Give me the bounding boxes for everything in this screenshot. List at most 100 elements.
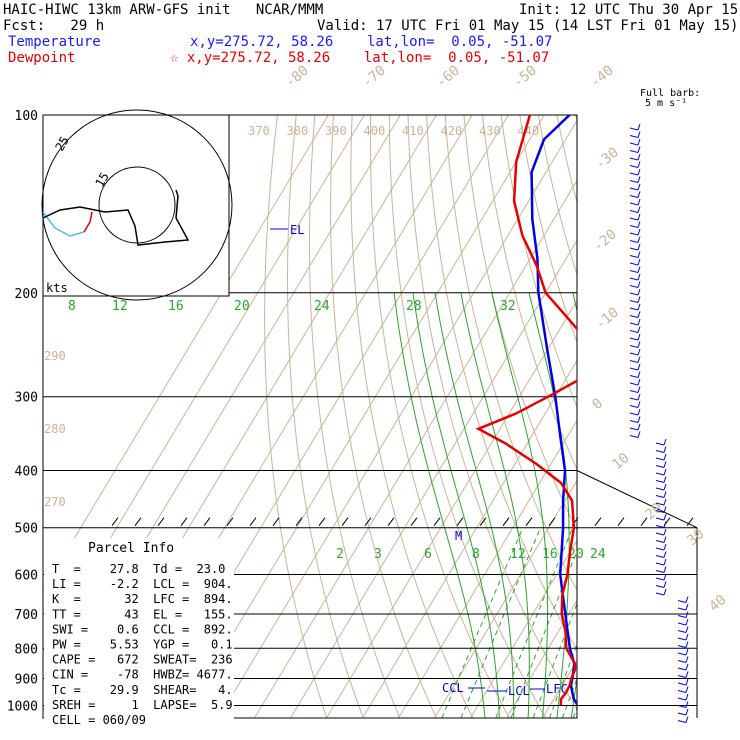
wind-barb (685, 708, 689, 716)
wind-barb (677, 652, 687, 656)
dry-adiabat-line (309, 115, 401, 719)
mixing-ratio-label: 2 (336, 547, 344, 562)
wind-barb (663, 521, 667, 528)
wind-barb (637, 236, 641, 243)
theta-label: 440 (518, 124, 540, 138)
parcel-info-row: CIN = -78 HWBZ= 4677. (52, 668, 233, 682)
wind-barb (677, 712, 687, 716)
moist-adiabat-line (570, 292, 577, 719)
wind-barb (629, 135, 639, 138)
wind-barb (677, 607, 687, 611)
dry-adiabat-line (286, 115, 364, 719)
theta-label: 380 (287, 124, 309, 138)
lfc-label: LFC (546, 682, 568, 696)
wind-barb (685, 626, 689, 633)
wind-barb (637, 378, 641, 386)
isotherm-label: -10 (592, 305, 622, 334)
dry-adiabat-line (407, 115, 577, 711)
wind-barb (677, 705, 687, 708)
mixing-ratio-label: 16 (542, 547, 558, 562)
tick-mark (686, 517, 694, 527)
wind-barb (677, 675, 687, 678)
wind-barb (677, 645, 687, 648)
wind-barb (637, 251, 641, 258)
wind-barb (637, 311, 641, 318)
dry-adiabat-line (688, 115, 740, 718)
wind-barb (629, 255, 639, 258)
isotherm-line (290, 239, 577, 719)
hodograph-units: kts (46, 281, 68, 295)
barb-title: Full barb: (640, 88, 700, 99)
mixing-ratio-line (572, 705, 577, 719)
legend-dewpoint-label: Dewpoint (8, 50, 76, 66)
pressure-label: 600 (15, 568, 38, 583)
wind-barb (655, 502, 665, 506)
wind-barb (663, 558, 667, 566)
wind-barb (629, 382, 639, 386)
wind-barb (685, 633, 689, 641)
tick-mark (318, 517, 326, 527)
wind-barb (637, 258, 641, 266)
wind-barb (677, 682, 687, 686)
hodograph-ring-label: 25 (52, 134, 71, 154)
pressure-label: 200 (15, 287, 38, 302)
dry-adiabat-line (444, 115, 577, 592)
wind-barb (629, 352, 639, 356)
wind-barb (685, 701, 689, 708)
wind-barb (677, 690, 687, 693)
pressure-label: 1000 (7, 699, 38, 714)
wind-barb (637, 138, 641, 146)
dry-adiabat-line (650, 115, 740, 718)
parcel-info-row: PW = 5.53 YGP = 0.1 (52, 638, 233, 652)
wind-barb (629, 180, 639, 183)
parcel-info-box (44, 538, 234, 722)
wind-barb (685, 641, 689, 648)
dry-adiabat-line (575, 115, 577, 124)
wind-barb (663, 468, 667, 476)
tick-mark (364, 517, 372, 527)
wind-barb (629, 292, 639, 296)
wind-barb (637, 176, 641, 183)
pressure-label: 800 (15, 642, 38, 657)
isotherm-line (398, 419, 577, 719)
wind-barb (629, 277, 639, 281)
wind-barb (677, 720, 687, 723)
wind-barb (663, 566, 667, 573)
hodograph-ring (41, 109, 233, 301)
moist-adiabat-line (586, 293, 626, 718)
isotherm-line (614, 115, 740, 718)
tick-mark (479, 517, 487, 527)
wind-barb (655, 592, 665, 596)
wind-barb (637, 131, 641, 138)
wind-barb (629, 262, 639, 266)
hodograph-ring-label: 15 (92, 170, 111, 190)
wind-barb (663, 536, 667, 543)
parcel-info-row: Tc = 29.9 SHEAR= 4. (52, 683, 233, 697)
mixing-ratio-label: 6 (424, 547, 432, 562)
mixing-ratio-label: 24 (314, 299, 330, 314)
wind-barb (629, 390, 639, 393)
tick-mark (617, 517, 625, 527)
hodograph-trace-low (42, 211, 85, 237)
parcel-info-row: TT = 43 EL = 155. (52, 607, 233, 621)
dry-adiabat-line (556, 115, 577, 204)
wind-barb (637, 198, 641, 206)
wind-barb (637, 273, 641, 281)
dry-adiabat-line (264, 115, 328, 719)
wind-barb (629, 172, 639, 176)
wind-barb (655, 525, 665, 528)
isotherm-line (182, 115, 545, 719)
isotherm-label: -80 (282, 63, 312, 92)
wind-barb (655, 517, 665, 521)
header-valid: Valid: 17 UTC Fri 01 May 15 (14 LST Fri … (317, 18, 739, 34)
wind-barb (655, 457, 665, 461)
wind-barb (655, 540, 665, 543)
dry-adiabat-line (388, 115, 547, 719)
wind-barb (637, 401, 641, 408)
wind-barb (637, 341, 641, 348)
tick-mark (157, 517, 165, 527)
mixing-ratio-line (441, 527, 524, 719)
wind-barb (637, 416, 641, 423)
wind-barb (629, 412, 639, 416)
